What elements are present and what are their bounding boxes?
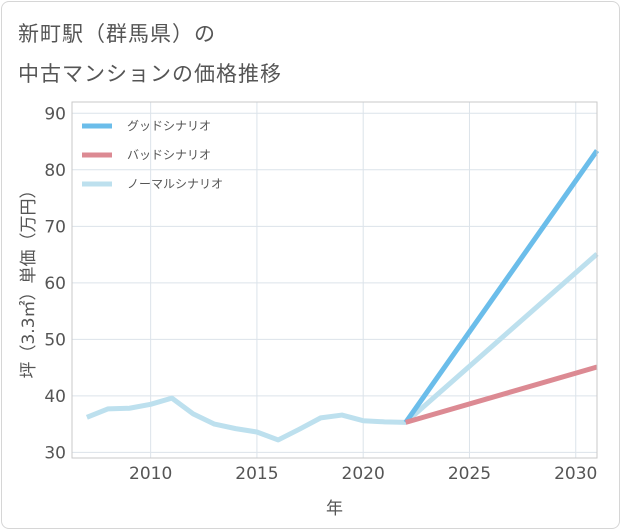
y-tick-label: 70 [44,217,66,237]
tick-labels: 30 40 50 60 70 80 90 2010 2015 2020 2025 2030 [44,104,597,484]
x-tick-label: 2030 [554,464,597,484]
chart-title-line1: 新町駅（群馬県）の [18,22,216,46]
series-line-1 [405,364,598,425]
series-line-0 [403,149,600,424]
series-lines [85,149,600,443]
x-tick-label: 2025 [448,464,491,484]
y-tick-label: 40 [44,387,66,407]
legend-label: ノーマルシナリオ [127,177,223,191]
legend-label: バッドシナリオ [127,148,211,162]
y-tick-label: 60 [44,274,66,294]
grid-lines [72,102,597,458]
series-line-2 [85,252,599,443]
chart-title-line2: 中古マンションの価格推移 [18,62,282,86]
x-tick-label: 2010 [129,464,172,484]
x-tick-label: 2020 [342,464,385,484]
legend-label: グッドシナリオ [127,119,211,133]
y-tick-label: 80 [44,161,66,181]
plot-area-border [71,101,598,459]
y-tick-label: 30 [44,443,66,463]
x-tick-label: 2015 [235,464,278,484]
y-tick-label: 50 [44,330,66,350]
y-axis-label: 坪（3.3㎡）単価（万円） [19,181,39,378]
y-tick-label: 90 [44,104,66,124]
x-axis-label: 年 [326,499,343,519]
